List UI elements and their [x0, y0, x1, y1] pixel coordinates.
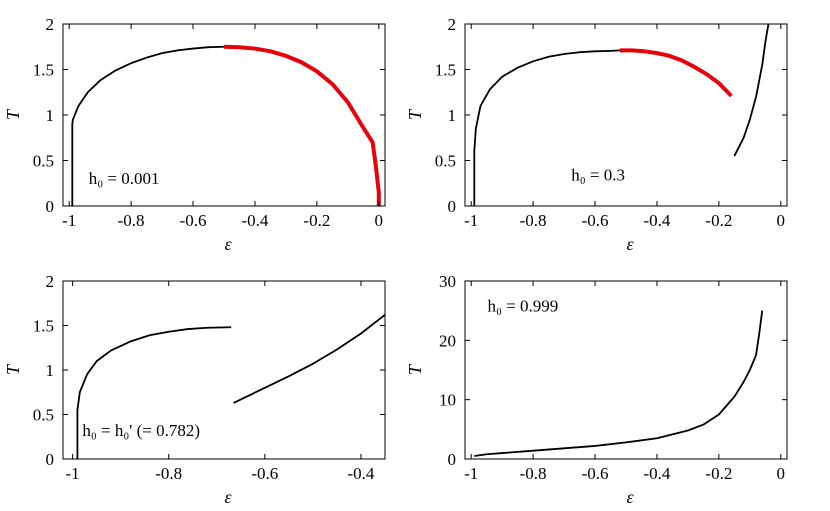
y-tick-label: 1.5: [33, 61, 54, 80]
annotation-label: h₀ = 0.001: [89, 169, 160, 188]
y-tick-label: 0: [448, 450, 457, 469]
x-tick-label: 0: [777, 211, 786, 230]
y-tick-label: 2: [46, 15, 55, 34]
x-axis-label: ε: [224, 487, 232, 507]
series-line-3: [733, 24, 770, 157]
x-tick-label: -0.8: [520, 464, 547, 483]
chart-panel-1: -1 -0.8 -0.6 -0.4 -0.2 0 0 0.5 1 1.5 2 ε Th₀ = 0.001: [3, 15, 386, 254]
y-tick-label: 1.5: [33, 317, 54, 336]
x-tick-label: -0.4: [644, 464, 671, 483]
y-tick-label: 1.5: [435, 61, 456, 80]
x-tick-label: -0.4: [242, 211, 269, 230]
y-tick-label: 0.5: [435, 152, 456, 171]
series-line-1: [76, 326, 232, 459]
series-line-1: [71, 45, 225, 206]
y-tick-label: 0: [448, 197, 457, 216]
y-axis-label: T: [405, 108, 425, 120]
chart-panel-4: -1 -0.8 -0.6 -0.4 -0.2 0 0 10 20 30 ε Th₀ = 0.999: [405, 272, 788, 507]
y-tick-label: 20: [439, 331, 456, 350]
x-tick-label: -0.8: [155, 464, 182, 483]
y-tick-label: 2: [448, 15, 457, 34]
y-axis-label: T: [3, 363, 23, 375]
chart-panel-3: -1 -0.8 -0.6 -0.4 0 0.5 1 1.5 2 ε Th₀ = h₀' (= 0.7…: [3, 272, 386, 507]
series-line-1: [474, 310, 764, 457]
x-tick-label: -0.2: [705, 464, 732, 483]
x-tick-label: -1: [66, 464, 80, 483]
x-tick-label: -0.2: [303, 211, 330, 230]
y-tick-label: 30: [439, 272, 456, 291]
series-line-2: [619, 48, 733, 98]
x-axis-label: ε: [224, 234, 232, 254]
chart-panel-2: -1 -0.8 -0.6 -0.4 -0.2 0 0 0.5 1 1.5 2 ε Th₀ = 0.3: [405, 15, 788, 254]
x-tick-label: -0.6: [251, 464, 278, 483]
x-tick-label: 0: [375, 211, 384, 230]
plot-frame: [464, 280, 788, 460]
x-axis-label: ε: [626, 487, 634, 507]
series-line-2: [233, 314, 385, 404]
series-line-2: [223, 44, 381, 206]
x-tick-label: -0.6: [180, 211, 207, 230]
x-tick-label: -0.8: [118, 211, 145, 230]
y-tick-label: 10: [439, 391, 456, 410]
y-tick-label: 1: [46, 361, 55, 380]
y-tick-label: 0: [46, 450, 55, 469]
y-tick-label: 1: [46, 106, 55, 125]
annotation-label: h₀ = 0.3: [571, 166, 625, 185]
y-tick-label: 0.5: [33, 152, 54, 171]
series-line-1: [473, 49, 620, 206]
x-tick-label: -1: [62, 211, 76, 230]
x-tick-label: 0: [777, 464, 786, 483]
annotation-label: h₀ = 0.999: [488, 296, 559, 315]
y-tick-label: 0.5: [33, 406, 54, 425]
x-tick-label: -0.6: [582, 464, 609, 483]
y-tick-label: 0: [46, 197, 55, 216]
x-tick-label: -0.8: [520, 211, 547, 230]
y-tick-label: 1: [448, 106, 457, 125]
annotation-label: h₀ = h₀' (= 0.782): [82, 421, 200, 440]
x-tick-label: -0.4: [348, 464, 375, 483]
x-tick-label: -0.6: [582, 211, 609, 230]
y-tick-label: 2: [46, 272, 55, 291]
x-axis-label: ε: [626, 234, 634, 254]
x-tick-label: -1: [464, 211, 478, 230]
x-tick-label: -1: [464, 464, 478, 483]
y-axis-label: T: [3, 108, 23, 120]
x-tick-label: -0.2: [705, 211, 732, 230]
x-tick-label: -0.4: [644, 211, 671, 230]
y-axis-label: T: [405, 363, 425, 375]
